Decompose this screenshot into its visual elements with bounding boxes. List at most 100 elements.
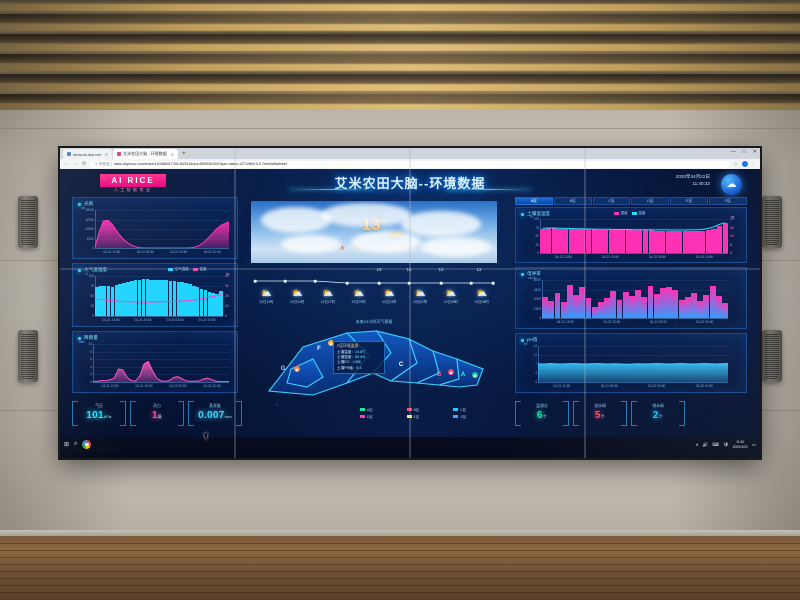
region-tab-E区[interactable]: E区	[670, 197, 709, 205]
bar	[591, 306, 598, 318]
stat-label: 监测点	[536, 404, 548, 408]
avatar-icon[interactable]	[741, 161, 748, 167]
bar	[548, 300, 555, 318]
y-tick-label: 75	[535, 225, 539, 230]
map-sensor-pin-a[interactable]: ◉	[472, 372, 478, 378]
close-window-button[interactable]: ✕	[752, 149, 757, 155]
legend-swatch	[360, 408, 365, 411]
keyboard-icon[interactable]: ⌨	[712, 441, 719, 447]
map-legend-item: G区	[453, 414, 496, 419]
region-tab-A区[interactable]: A区	[515, 197, 553, 205]
forecast-item: ⛅ 22日20时	[343, 289, 374, 319]
windows-icon[interactable]: ⊞	[64, 442, 70, 448]
chart-title: 土壤温湿度	[521, 211, 550, 217]
gridline	[93, 374, 229, 376]
area-series	[95, 219, 229, 248]
bar	[608, 229, 614, 253]
bar	[215, 293, 219, 316]
y-tick-label: 3000	[533, 297, 541, 301]
chart-legend: 湿度 温度	[614, 211, 645, 216]
shield-icon[interactable]: 🛡	[722, 441, 729, 447]
bar	[699, 230, 706, 253]
maximize-button[interactable]: □	[742, 149, 746, 155]
logo: AI RICE	[100, 174, 166, 187]
stat-unit: kPa	[103, 414, 112, 419]
browser-tab[interactable]: show.ai-rice.net ✕	[63, 149, 113, 159]
forecast-time: 22日11时	[259, 300, 274, 304]
address-bar[interactable]: ① 不安全 | datav.aliyuncs.com/share/1b35884…	[90, 160, 730, 168]
bar	[616, 299, 623, 318]
region-tab-B区[interactable]: B区	[553, 197, 592, 205]
forward-icon[interactable]: →	[73, 161, 78, 167]
x-tick-label: 04-22 10:50	[695, 255, 714, 259]
speaker-right-lower	[762, 330, 782, 382]
bar	[141, 279, 146, 316]
region-tab-F区[interactable]: F区	[709, 197, 747, 205]
omnibar-actions: ☆ ⋮	[733, 161, 756, 167]
bar	[647, 286, 654, 318]
menu-icon[interactable]: ⋮	[751, 161, 757, 166]
cloud-shape	[351, 231, 421, 253]
title-decoration-right	[446, 189, 532, 190]
x-axis-line	[95, 248, 229, 249]
bar	[562, 228, 569, 253]
y-tick-label: 50	[535, 234, 539, 238]
region-tab-C区[interactable]: C区	[592, 197, 631, 205]
clock: 2020年04月22日 11:40:32	[676, 174, 710, 188]
forecast-time: 22日23时	[382, 300, 397, 304]
map-sensor-pin-f[interactable]: ◉	[328, 340, 334, 346]
y-axis-unit-left: %	[530, 215, 533, 219]
search-icon[interactable]: ⌕	[74, 441, 78, 447]
y-tick-label: 6250	[86, 236, 94, 241]
y-tick-label-right: 15	[730, 225, 734, 230]
gridline	[95, 316, 223, 317]
volume-icon[interactable]: 🔊	[702, 441, 709, 447]
map-sensor-pin-g[interactable]: ◉	[294, 366, 300, 372]
x-tick-label: 04-22 10:50	[203, 250, 221, 254]
y-tick-label-right: 5	[730, 242, 732, 247]
map-zone-label-c: C	[398, 362, 404, 368]
x-tick-label: 04-22 03:50	[648, 384, 666, 388]
y-axis-unit: ph	[524, 342, 528, 346]
chrome-icon[interactable]	[82, 440, 92, 449]
tooltip-value: 6.3	[356, 365, 362, 370]
chart-legend: 空气湿度 温度	[168, 267, 207, 272]
legend-swatch	[192, 268, 198, 271]
tooltip-value: 1456	[352, 360, 361, 365]
bar	[122, 282, 126, 316]
browser-tab-active[interactable]: 艾米农田大脑 - 环境数据 ✕	[113, 149, 179, 159]
legend-label: 湿度	[620, 211, 628, 215]
bar	[211, 292, 215, 316]
bookmark-star-icon[interactable]: ☆	[733, 161, 738, 166]
reload-icon[interactable]: ⟳	[82, 161, 87, 167]
close-icon[interactable]: ✕	[170, 151, 175, 157]
gridline	[93, 366, 229, 368]
y-axis-line	[93, 344, 94, 382]
device-stat-card: 进水阀 5个	[573, 399, 627, 426]
region-tab-D区[interactable]: D区	[631, 197, 670, 205]
gridline	[540, 253, 728, 254]
new-tab-button[interactable]: +	[182, 151, 186, 157]
map-sensor-pin-b[interactable]: ◉	[448, 369, 454, 375]
notification-icon[interactable]: ▭	[751, 441, 756, 447]
speaker-left-lower	[18, 330, 38, 382]
ceiling-light-strip	[0, 14, 800, 23]
clock-time: 11:40:32	[692, 180, 710, 186]
taskbar-clock[interactable]: 11:40 2020/4/22	[733, 440, 748, 449]
speaker-left-upper	[18, 196, 38, 248]
title-dot-icon	[521, 212, 524, 216]
tab-title: 艾米农田大脑 - 环境数据	[123, 151, 167, 156]
chart-panel-illumination: 光照 lux 25000 18750 12500 6250 0 04-21 13:50 04-2…	[72, 197, 238, 259]
tray-expand-icon[interactable]: ∧	[695, 441, 699, 447]
minimize-button[interactable]: —	[730, 149, 736, 155]
y-tick-label-right: 20	[730, 217, 734, 221]
chart-title: 大气温湿度	[78, 267, 107, 273]
trend-value: 13	[376, 267, 382, 272]
legend-label: 温度	[638, 211, 646, 215]
close-icon[interactable]: ✕	[104, 151, 109, 157]
map-legend-item: B区	[406, 407, 450, 412]
legend-label: B区	[413, 408, 420, 412]
dashboard: AI RICE 人工智能农业 艾米农田大脑--环境数据 2020年04月22日 …	[60, 169, 760, 437]
field-map[interactable]: F G C B A ◉ ◉ ◉ ◉ F区环境监测 土壤温度：14.8℃ 土壤湿度…	[251, 325, 497, 403]
back-icon[interactable]: ←	[64, 161, 69, 167]
